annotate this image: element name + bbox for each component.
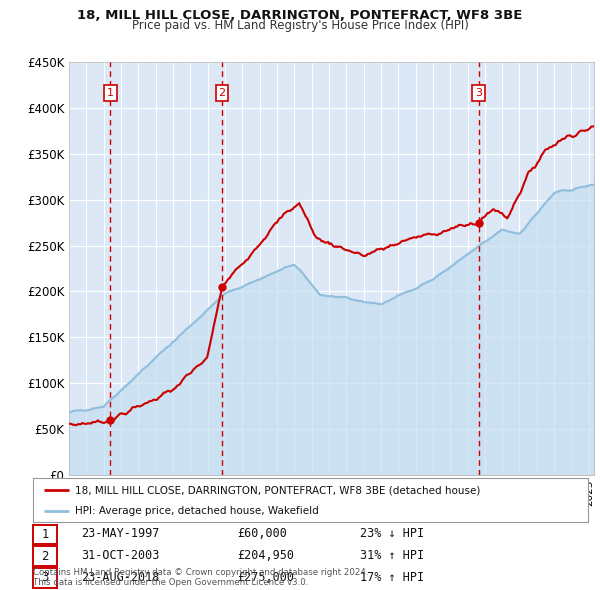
Text: £204,950: £204,950 <box>237 549 294 562</box>
Text: 1: 1 <box>41 527 49 541</box>
Text: 3: 3 <box>475 88 482 98</box>
Text: 18, MILL HILL CLOSE, DARRINGTON, PONTEFRACT, WF8 3BE (detached house): 18, MILL HILL CLOSE, DARRINGTON, PONTEFR… <box>74 486 480 495</box>
Text: 2: 2 <box>218 88 226 98</box>
Text: 2: 2 <box>41 549 49 563</box>
Text: 18, MILL HILL CLOSE, DARRINGTON, PONTEFRACT, WF8 3BE: 18, MILL HILL CLOSE, DARRINGTON, PONTEFR… <box>77 9 523 22</box>
Text: £60,000: £60,000 <box>237 527 287 540</box>
Text: 3: 3 <box>41 571 49 585</box>
Text: 23-AUG-2018: 23-AUG-2018 <box>81 571 160 584</box>
Text: Price paid vs. HM Land Registry's House Price Index (HPI): Price paid vs. HM Land Registry's House … <box>131 19 469 32</box>
Text: 17% ↑ HPI: 17% ↑ HPI <box>360 571 424 584</box>
Text: Contains HM Land Registry data © Crown copyright and database right 2024.
This d: Contains HM Land Registry data © Crown c… <box>33 568 368 587</box>
Text: 1: 1 <box>107 88 114 98</box>
Text: 23-MAY-1997: 23-MAY-1997 <box>81 527 160 540</box>
Text: £275,000: £275,000 <box>237 571 294 584</box>
Text: 31-OCT-2003: 31-OCT-2003 <box>81 549 160 562</box>
Text: HPI: Average price, detached house, Wakefield: HPI: Average price, detached house, Wake… <box>74 506 319 516</box>
Text: 31% ↑ HPI: 31% ↑ HPI <box>360 549 424 562</box>
Text: 23% ↓ HPI: 23% ↓ HPI <box>360 527 424 540</box>
